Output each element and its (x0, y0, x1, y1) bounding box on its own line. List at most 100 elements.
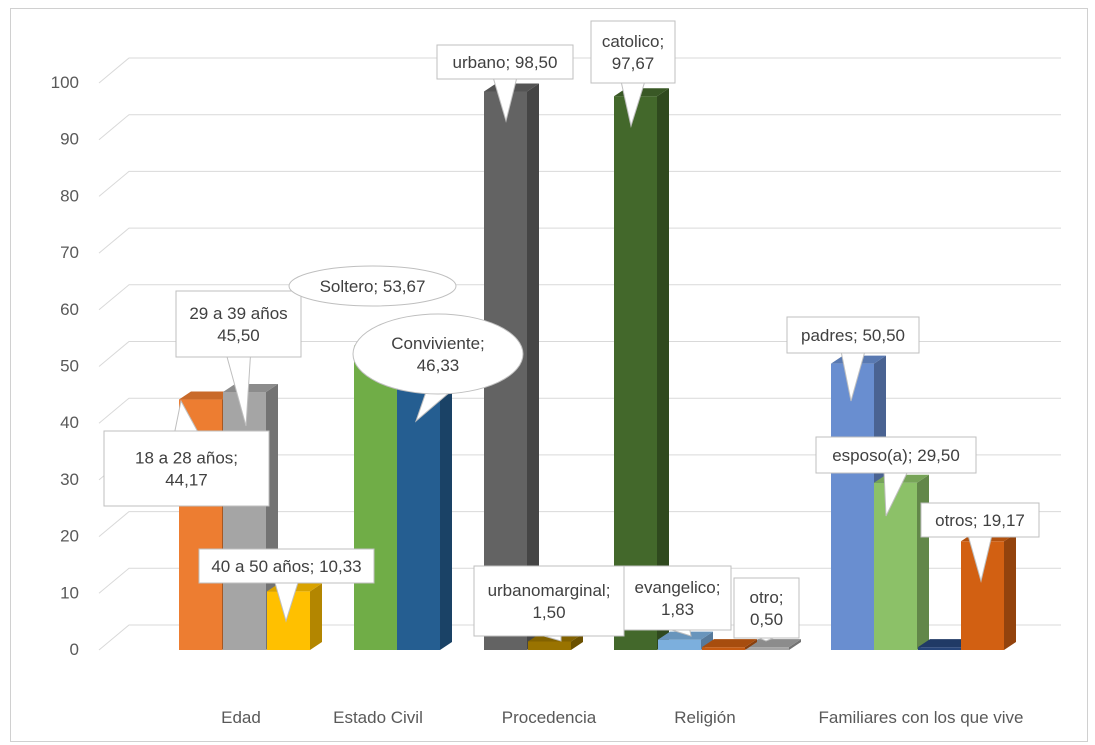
callout-box (920, 502, 1040, 538)
bar-front (874, 482, 917, 650)
data-label: esposo(a); 29,50 (832, 446, 960, 465)
data-label: padres; 50,50 (801, 326, 905, 345)
gridline (98, 57, 1061, 84)
x-tick-label: Procedencia (502, 708, 597, 727)
y-tick-label: 50 (60, 357, 79, 376)
data-label: urbano; 98,50 (453, 53, 558, 72)
gridline (98, 567, 1061, 594)
y-tick-label: 10 (60, 583, 79, 602)
data-label: 45,50 (217, 326, 260, 345)
callout-box (175, 290, 302, 358)
data-label: 44,17 (165, 471, 208, 490)
y-tick-label: 0 (70, 640, 79, 659)
y-tick-label: 30 (60, 470, 79, 489)
gridline (98, 511, 1061, 537)
bar-front (702, 647, 745, 650)
bar-side (789, 639, 801, 650)
bar-catolico (614, 88, 669, 650)
data-label-callout: esposo(a); 29,50 (815, 436, 977, 517)
callout-box (590, 20, 676, 84)
x-tick-label: Estado Civil (333, 708, 423, 727)
y-tick-label: 100 (51, 73, 79, 92)
gridline (98, 284, 1061, 311)
y-tick-label: 60 (60, 300, 79, 319)
bar-top (702, 639, 757, 648)
bar-side (701, 631, 713, 650)
data-label-callout: Soltero; 53,67 (288, 265, 457, 307)
gridline (98, 227, 1061, 254)
data-label: 1,50 (532, 603, 565, 622)
bar-evangelico (658, 631, 713, 650)
data-label-callout: 29 a 39 años 45,50 (175, 290, 302, 427)
bar-extra (702, 639, 757, 650)
callout-box (623, 565, 732, 631)
callout-box (733, 577, 800, 639)
data-label: otros; 19,17 (935, 511, 1025, 530)
bar-top (918, 639, 973, 648)
data-label-callout: padres; 50,50 (786, 316, 920, 402)
data-label: catolico; (602, 32, 664, 51)
x-tick-label: Religión (674, 708, 735, 727)
bar-top (746, 639, 801, 648)
gridline (98, 341, 1061, 367)
data-label: 0,50 (750, 610, 783, 629)
bar-front (614, 96, 657, 650)
gridline (98, 170, 1061, 197)
data-label-callout: catolico; 97,67 (590, 20, 676, 128)
callout-box (288, 265, 457, 307)
data-label-callout: otro; 0,50 (733, 577, 800, 642)
bar-front (831, 363, 874, 650)
bar-front (397, 387, 440, 650)
data-label-callout: evangelico; 1,83 (623, 565, 732, 637)
y-tick-label: 40 (60, 413, 79, 432)
callout-box (436, 44, 574, 80)
gridline (98, 397, 1061, 424)
data-label-callout: Conviviente; 46,33 (352, 313, 524, 423)
data-label: urbanomarginal; (488, 581, 611, 600)
callout-box (103, 430, 270, 507)
bar-Conviviente (397, 379, 452, 650)
bar-front (658, 639, 701, 650)
data-label-callout: 18 a 28 años; 44,17 (103, 399, 270, 507)
bar-front (746, 647, 789, 650)
bar-chart-3d: 0 10 20 30 40 50 60 70 80 90 100 Edad Estado Civil Pr… (51, 20, 1061, 727)
x-tick-label: Familiares con los que vive (818, 708, 1023, 727)
bar-top (179, 391, 234, 400)
y-tick-label: 20 (60, 527, 79, 546)
bar-front (528, 641, 571, 650)
bar-front (354, 345, 397, 650)
bar-side (440, 379, 452, 650)
data-label: evangelico; (634, 578, 720, 597)
callout-box (786, 316, 920, 354)
bar-side (571, 633, 583, 650)
bar-side (745, 639, 757, 650)
y-tick-label: 70 (60, 243, 79, 262)
data-label: Soltero; 53,67 (320, 277, 426, 296)
bar-side (1004, 533, 1016, 650)
bar-side (917, 474, 929, 650)
data-label: 97,67 (612, 54, 655, 73)
bar-side (657, 88, 669, 650)
bar-side (527, 83, 539, 650)
callout-box (198, 548, 375, 584)
data-label: otro; (749, 588, 783, 607)
data-label-callout: urbano; 98,50 (436, 44, 574, 123)
data-label-callout: otros; 19,17 (920, 502, 1040, 583)
data-label: 46,33 (417, 356, 460, 375)
data-label: 18 a 28 años; (135, 449, 238, 468)
x-tick-label: Edad (221, 708, 261, 727)
callout-box (815, 436, 977, 474)
callout-box (352, 313, 524, 395)
y-tick-label: 90 (60, 130, 79, 149)
bar-top (658, 631, 713, 640)
bar-side (310, 583, 322, 650)
bar-front (918, 647, 961, 650)
data-label-callout: urbanomarginal; 1,50 (473, 565, 625, 642)
chart-frame: 0 10 20 30 40 50 60 70 80 90 100 Edad Estado Civil Pr… (10, 8, 1088, 742)
bar-otro (746, 639, 801, 650)
data-label: Conviviente; (391, 334, 485, 353)
bar-esposo(a) (874, 474, 929, 650)
gridline (98, 114, 1061, 141)
callout-box (473, 565, 625, 637)
data-label: 1,83 (661, 600, 694, 619)
